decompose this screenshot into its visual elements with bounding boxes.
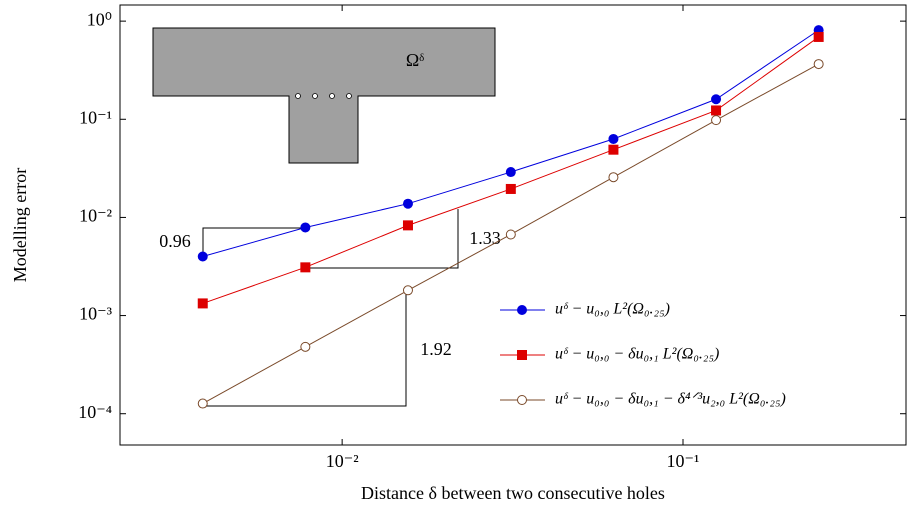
marker (505, 229, 516, 240)
marker (300, 222, 311, 233)
y-tick-label: 10⁻⁴ (78, 402, 112, 422)
marker (300, 341, 311, 352)
marker (197, 398, 208, 409)
slope-triangle (202, 227, 304, 257)
slope-triangle (203, 292, 407, 407)
slope-label: 1.33 (469, 228, 501, 248)
marker (197, 251, 208, 262)
marker (608, 144, 619, 155)
marker (197, 298, 208, 309)
inset-label: Ωᵟ (406, 50, 424, 70)
legend-label: uᵟ − u₀,₀ L²(Ω₀.₂₅) (555, 301, 670, 318)
marker (711, 105, 722, 116)
marker (300, 262, 311, 273)
y-axis-label: Modelling error (10, 168, 30, 282)
marker (813, 31, 824, 42)
marker (711, 115, 722, 126)
x-tick-label: 10⁻² (326, 451, 359, 471)
slope-label: 0.96 (159, 231, 191, 251)
legend-label: uᵟ − u₀,₀ − δu₀,₁ − δ⁴ᐟ³u₂,₀ L²(Ω₀.₂₅) (555, 391, 786, 408)
plot-frame (119, 4, 907, 446)
marker (402, 285, 413, 296)
marker (813, 59, 824, 70)
inset-holes (295, 93, 352, 99)
y-tick-label: 10⁻² (79, 206, 112, 226)
marker (505, 167, 516, 178)
y-tick-label: 10⁻¹ (79, 107, 112, 127)
x-tick-label: 10⁻¹ (667, 451, 700, 471)
legend-label: uᵟ − u₀,₀ − δu₀,₁ L²(Ω₀.₂₅) (555, 346, 719, 363)
slope-label: 1.92 (420, 339, 452, 359)
marker (608, 172, 619, 183)
marker (402, 198, 413, 209)
y-tick-label: 10⁰ (87, 9, 112, 29)
legend-marker (517, 395, 527, 405)
marker (608, 133, 619, 144)
legend-marker (517, 350, 527, 360)
y-tick-label: 10⁻³ (79, 304, 113, 324)
marker (505, 183, 516, 194)
x-axis-label: Distance δ between two consecutive holes (361, 483, 665, 503)
inset-domain (152, 27, 496, 164)
marker (402, 220, 413, 231)
marker (711, 94, 722, 105)
legend-marker (517, 305, 527, 315)
slope-triangle (304, 209, 459, 269)
